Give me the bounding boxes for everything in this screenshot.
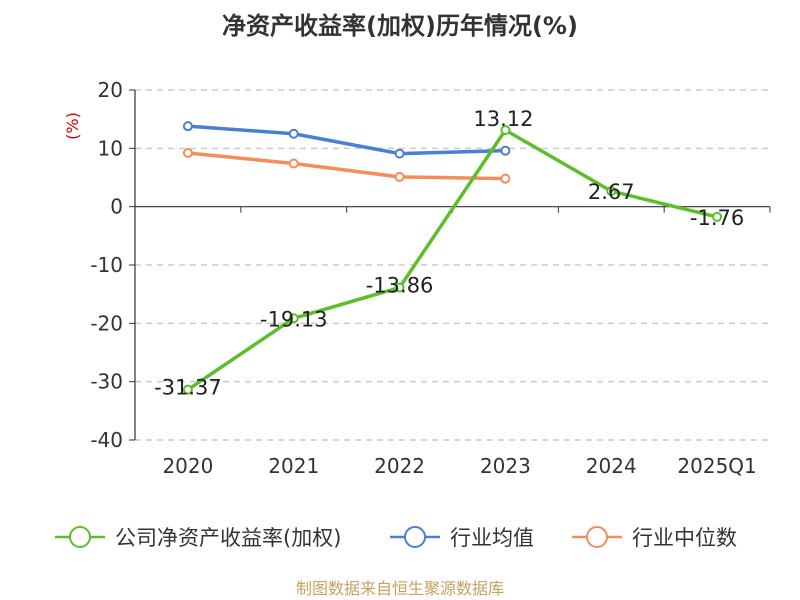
source-note: 制图数据来自恒生聚源数据库 xyxy=(296,579,504,598)
data-point xyxy=(606,186,617,197)
data-label: 2.67 xyxy=(588,180,635,204)
y-tick-label: 0 xyxy=(110,195,123,219)
y-tick-label: -30 xyxy=(90,370,123,394)
y-tick-label: 20 xyxy=(98,78,123,102)
data-point xyxy=(288,128,299,139)
data-point xyxy=(394,148,405,159)
y-tick-label: -20 xyxy=(90,311,123,335)
data-point xyxy=(500,125,511,136)
data-label: -19.13 xyxy=(260,307,328,331)
y-tick-label: -40 xyxy=(90,428,123,452)
y-axis-label: (%) xyxy=(63,112,82,140)
data-label: -31.37 xyxy=(154,376,222,400)
x-tick-label: 2021 xyxy=(268,454,319,478)
chart-title: 净资产收益率(加权)历年情况(%) xyxy=(222,12,578,40)
legend-label: 行业均值 xyxy=(450,526,534,550)
series-line-2 xyxy=(187,151,506,181)
legend-swatch-marker xyxy=(586,526,608,548)
data-point xyxy=(394,282,405,293)
data-point xyxy=(182,384,193,395)
data-point xyxy=(288,158,299,169)
data-point xyxy=(288,313,299,324)
x-tick-label: 2023 xyxy=(480,454,531,478)
data-point xyxy=(500,145,511,156)
data-point xyxy=(182,121,193,132)
data-label: -1.76 xyxy=(690,206,744,230)
legend-swatch-marker xyxy=(404,526,426,548)
x-tick-label: 2025Q1 xyxy=(677,454,756,478)
data-label: -13.86 xyxy=(366,274,434,298)
y-tick-label: -10 xyxy=(90,253,123,277)
x-tick-label: 2020 xyxy=(162,454,213,478)
data-point xyxy=(394,171,405,182)
data-point xyxy=(712,211,723,222)
data-point xyxy=(182,148,193,158)
legend-label: 行业中位数 xyxy=(632,526,737,550)
series-line-0 xyxy=(186,128,718,392)
y-tick-label: 10 xyxy=(98,136,123,160)
series-line-1 xyxy=(187,124,506,156)
legend-swatch-marker xyxy=(69,526,91,548)
x-tick-label: 2024 xyxy=(586,454,637,478)
legend-label: 公司净资产收益率(加权) xyxy=(115,526,341,550)
x-tick-label: 2022 xyxy=(374,454,425,478)
data-label: 13.12 xyxy=(473,107,533,131)
data-point xyxy=(500,173,511,184)
